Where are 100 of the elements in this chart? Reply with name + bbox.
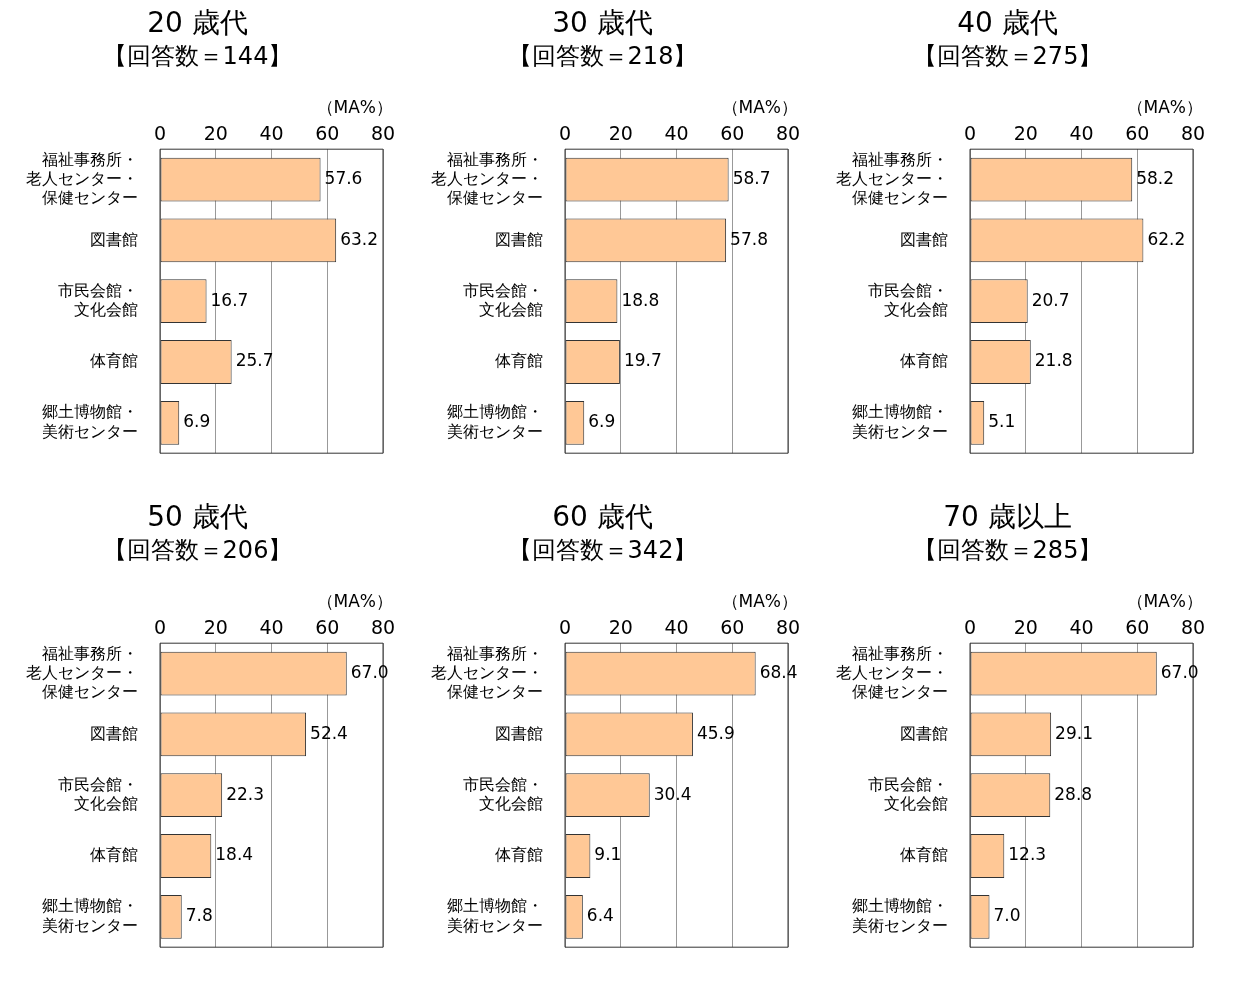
x-tick-label: 0	[153, 615, 167, 638]
y-tick-label: 福祉事務所・老人センター・保健センター	[26, 149, 138, 207]
data-label: 6.9	[183, 411, 211, 432]
text: （MA%）	[316, 591, 393, 612]
x-tick-label: 20	[1013, 121, 1038, 144]
x-tick-label: 80	[1180, 121, 1206, 144]
data-label: 5.1	[988, 411, 1016, 432]
x-tick-label: 60	[315, 121, 340, 144]
text: （MA%）	[1126, 591, 1203, 612]
x-tick-label: 20	[608, 121, 633, 144]
y-tick-label: 体育館	[900, 351, 948, 371]
x-tick-label: 40	[259, 121, 284, 144]
y-tick-label: 市民会館・文化会館	[58, 280, 138, 319]
y-tick-label: 郷土博物館・美術センター	[447, 896, 543, 935]
y-tick-label: 体育館	[900, 845, 948, 865]
x-tick-label: 40	[664, 121, 689, 144]
data-label: 58.7	[732, 168, 771, 189]
x-tick-label: 40	[664, 615, 689, 638]
y-tick-label: 郷土博物館・美術センター	[447, 402, 543, 441]
chart-subtitle: 【回答数＝342】	[507, 536, 698, 565]
x-tick-label: 80	[370, 615, 396, 638]
y-tick-label: 図書館	[495, 723, 543, 743]
x-tick-label: 20	[1013, 615, 1038, 638]
y-tick-label: 体育館	[495, 351, 543, 371]
chart-title: 50 歳代	[147, 500, 248, 534]
x-tick-label: 80	[370, 121, 396, 144]
y-tick-label: 図書館	[90, 723, 138, 743]
x-tick-label: 0	[963, 121, 977, 144]
x-tick-label: 80	[1180, 615, 1206, 638]
data-label: 12.3	[1008, 844, 1047, 865]
x-tick-label: 60	[1125, 615, 1150, 638]
data-label: 58.2	[1136, 168, 1175, 189]
x-tick-label: 60	[1125, 121, 1150, 144]
chart-subtitle: 【回答数＝285】	[912, 536, 1103, 565]
data-label: 21.8	[1034, 350, 1073, 371]
x-tick-label: 60	[315, 615, 340, 638]
x-tick-label: 0	[558, 615, 572, 638]
y-tick-label: 市民会館・文化会館	[463, 280, 543, 319]
data-label: 30.4	[653, 783, 692, 804]
y-tick-label: 福祉事務所・老人センター・保健センター	[431, 643, 543, 701]
y-tick-label: 郷土博物館・美術センター	[852, 896, 948, 935]
chart-title: 60 歳代	[552, 500, 653, 534]
y-tick-label: 郷土博物館・美術センター	[852, 402, 948, 441]
y-tick-label: 体育館	[90, 351, 138, 371]
y-tick-label: 市民会館・文化会館	[58, 774, 138, 813]
data-label: 16.7	[210, 289, 249, 310]
x-tick-label: 80	[775, 121, 801, 144]
y-tick-label: 郷土博物館・美術センター	[42, 896, 138, 935]
y-tick-label: 図書館	[495, 229, 543, 249]
chart-title: 30 歳代	[552, 6, 653, 40]
data-label: 9.1	[594, 844, 622, 865]
y-tick-label: 郷土博物館・美術センター	[42, 402, 138, 441]
data-label: 18.8	[621, 289, 660, 310]
x-tick-label: 0	[153, 121, 167, 144]
x-tick-label: 40	[259, 615, 284, 638]
data-label: 57.8	[730, 228, 768, 249]
x-tick-label: 20	[608, 615, 633, 638]
x-tick-label: 0	[558, 121, 572, 144]
data-label: 57.6	[324, 168, 363, 189]
y-tick-label: 体育館	[495, 845, 543, 865]
y-tick-label: 福祉事務所・老人センター・保健センター	[26, 643, 138, 701]
chart-subtitle: 【回答数＝218】	[507, 42, 698, 71]
data-label: 7.8	[185, 905, 213, 926]
y-tick-label: 福祉事務所・老人センター・保健センター	[836, 149, 948, 207]
chart-subtitle: 【回答数＝206】	[102, 536, 293, 565]
y-tick-label: 市民会館・文化会館	[463, 774, 543, 813]
text: （MA%）	[721, 591, 798, 612]
chart-title: 40 歳代	[957, 6, 1058, 40]
text: （MA%）	[316, 97, 393, 118]
data-label: 62.2	[1147, 228, 1186, 249]
y-tick-label: 図書館	[90, 229, 138, 249]
y-tick-label: 市民会館・文化会館	[868, 280, 948, 319]
x-tick-label: 80	[775, 615, 801, 638]
data-label: 18.4	[215, 844, 254, 865]
text: （MA%）	[1126, 97, 1203, 118]
data-label: 63.2	[340, 228, 379, 249]
data-label: 7.0	[993, 905, 1021, 926]
data-label: 29.1	[1055, 722, 1093, 743]
data-label: 25.7	[235, 350, 274, 371]
chart-subtitle: 【回答数＝144】	[102, 42, 293, 71]
data-label: 52.4	[310, 722, 348, 743]
data-label: 20.7	[1031, 289, 1070, 310]
data-label: 45.9	[696, 722, 735, 743]
y-tick-label: 福祉事務所・老人センター・保健センター	[431, 149, 543, 207]
text: （MA%）	[721, 97, 798, 118]
y-tick-label: 福祉事務所・老人センター・保健センター	[836, 643, 948, 701]
y-tick-label: 市民会館・文化会館	[868, 774, 948, 813]
data-label: 6.4	[586, 905, 614, 926]
data-label: 6.9	[588, 411, 616, 432]
y-tick-label: 図書館	[900, 229, 948, 249]
x-tick-label: 40	[1069, 121, 1094, 144]
data-label: 22.3	[226, 783, 265, 804]
chart-subtitle: 【回答数＝275】	[912, 42, 1103, 71]
data-label: 28.8	[1054, 783, 1093, 804]
y-tick-label: 図書館	[900, 723, 948, 743]
x-tick-label: 40	[1069, 615, 1094, 638]
chart-title: 20 歳代	[147, 6, 248, 40]
data-label: 19.7	[623, 350, 662, 371]
x-tick-label: 60	[720, 615, 745, 638]
y-tick-label: 体育館	[90, 845, 138, 865]
